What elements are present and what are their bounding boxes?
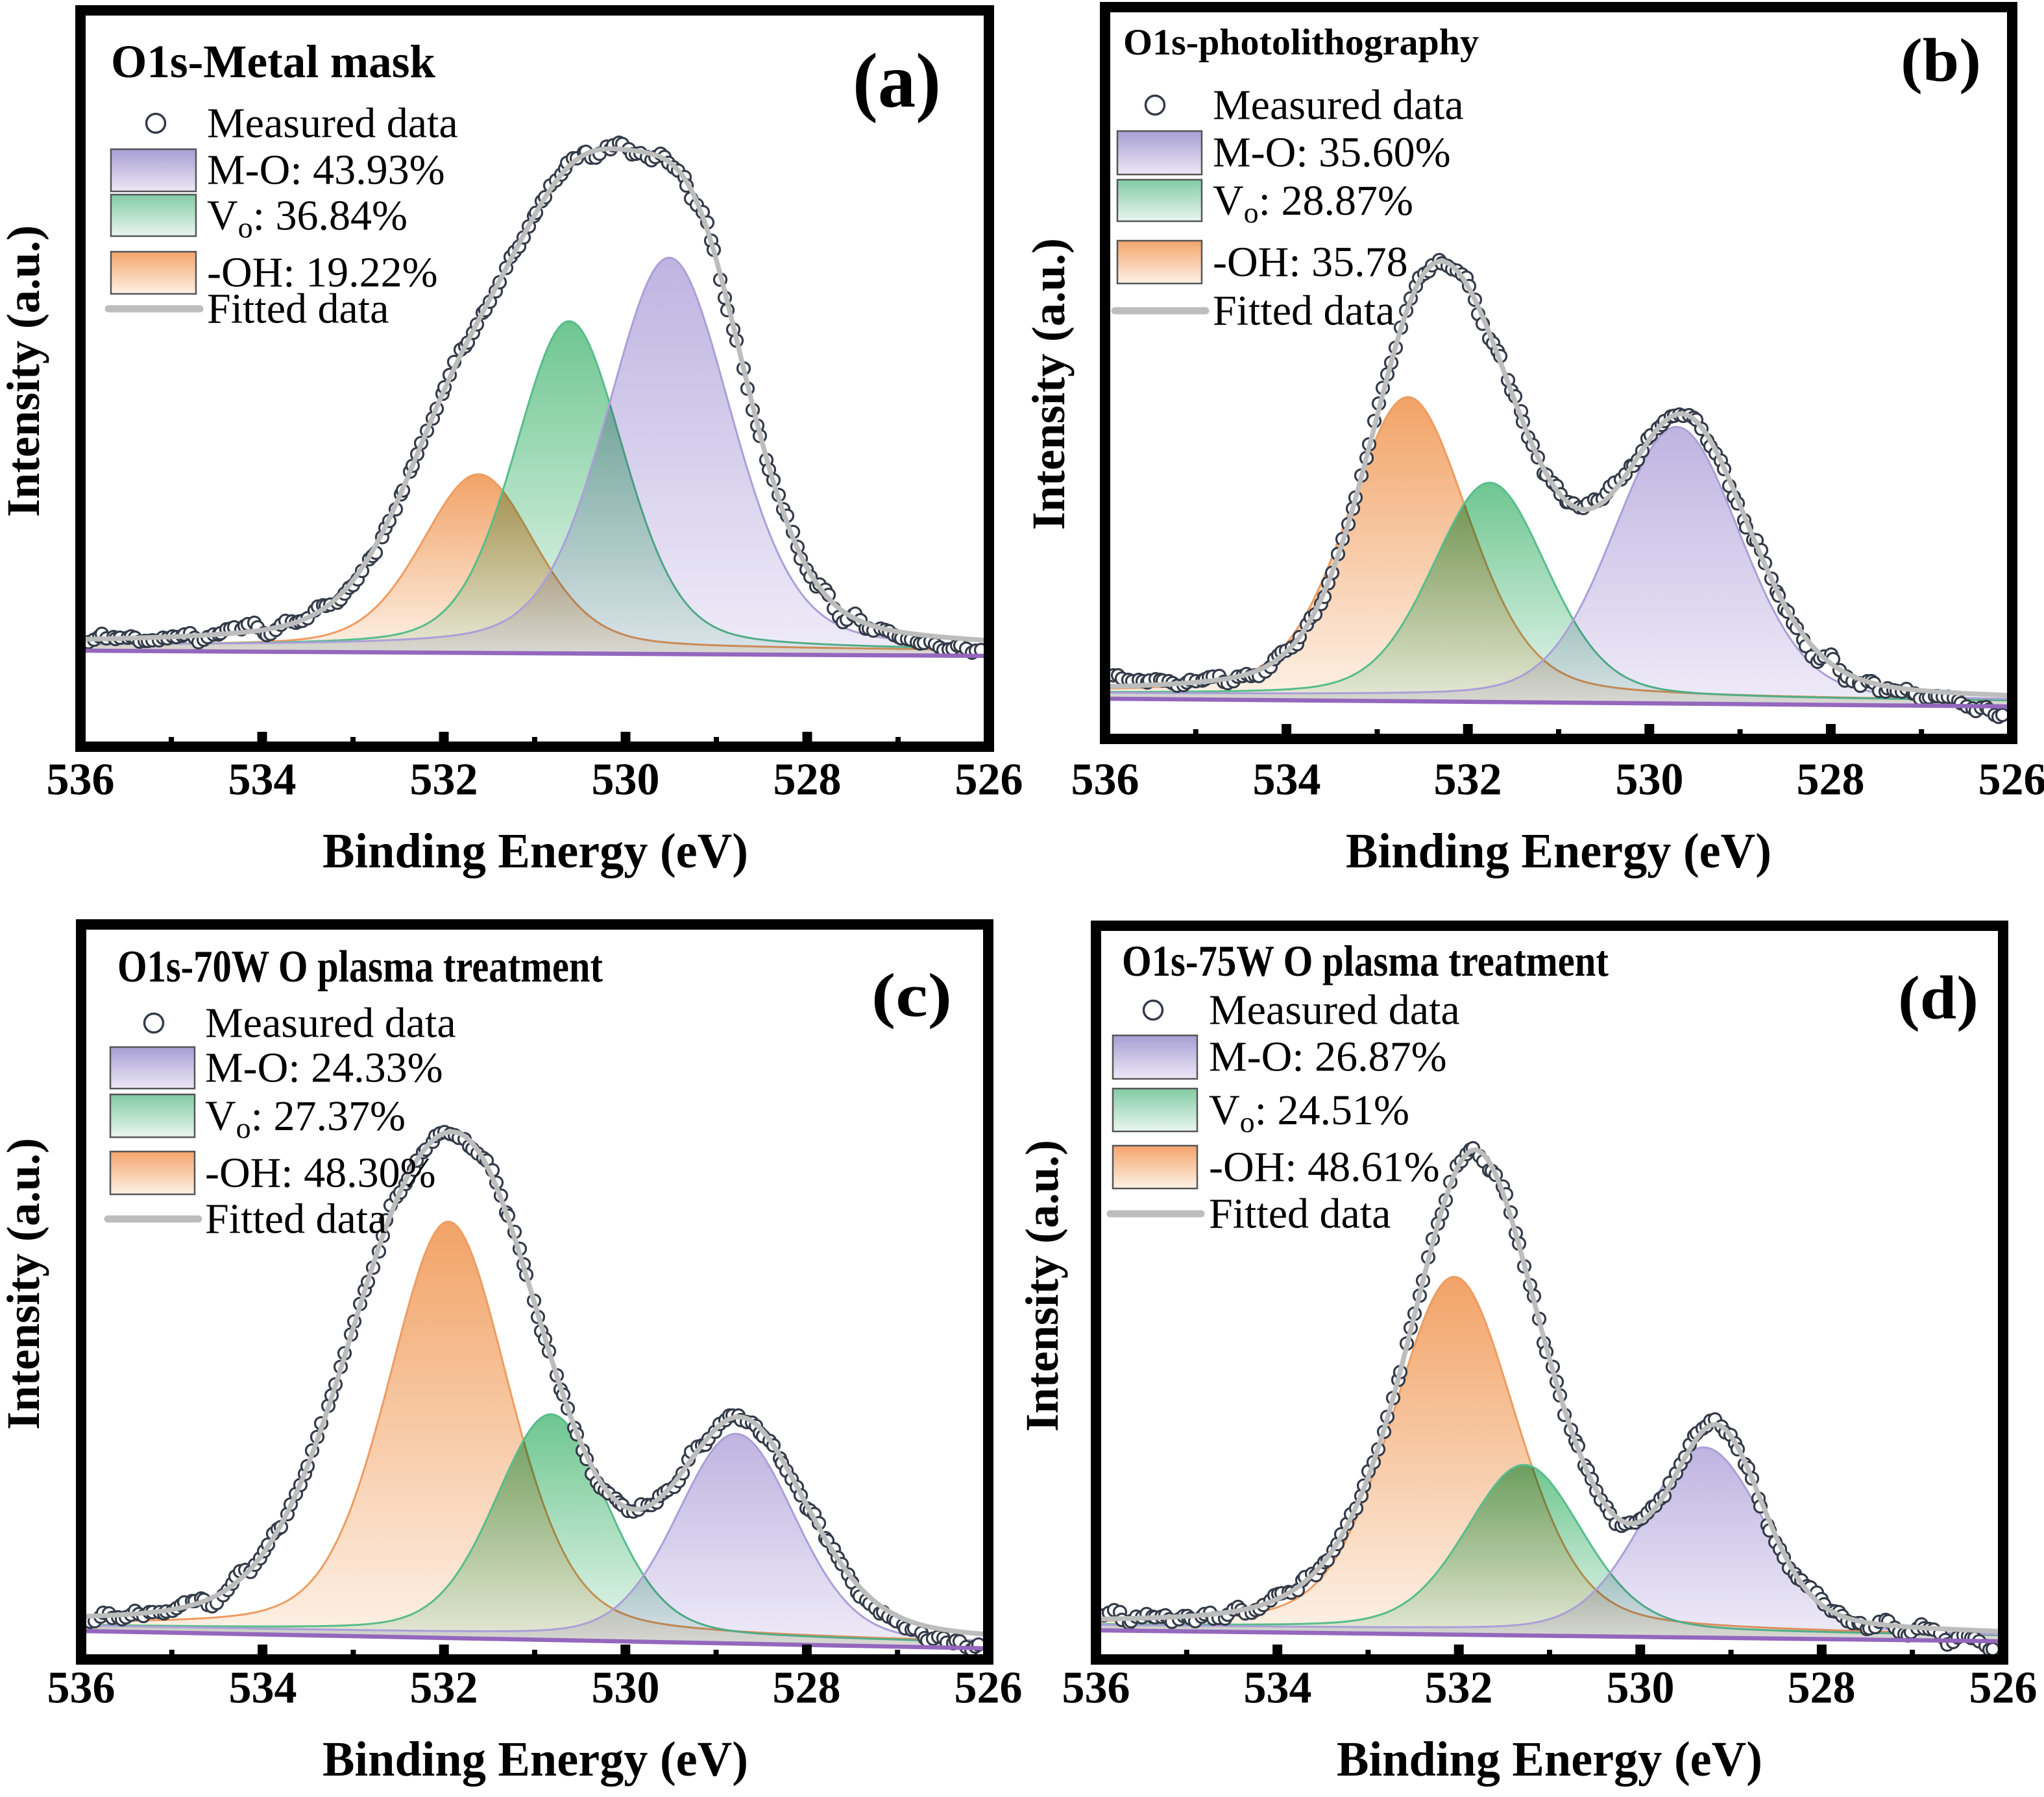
svg-text:534: 534 bbox=[229, 1663, 297, 1713]
svg-text:Measured data: Measured data bbox=[1209, 987, 1460, 1034]
svg-text:528: 528 bbox=[1788, 1663, 1856, 1713]
svg-text:Binding Energy (eV): Binding Energy (eV) bbox=[322, 1732, 748, 1787]
svg-text:528: 528 bbox=[773, 755, 842, 805]
svg-text:Fitted data: Fitted data bbox=[1209, 1190, 1391, 1238]
svg-text:-OH: 48.61%: -OH: 48.61% bbox=[1209, 1144, 1440, 1191]
svg-text:536: 536 bbox=[47, 1663, 116, 1713]
svg-text:530: 530 bbox=[1607, 1663, 1675, 1713]
svg-text:530: 530 bbox=[1616, 755, 1684, 805]
svg-text:Intensity (a.u.): Intensity (a.u.) bbox=[1016, 1140, 1068, 1432]
svg-text:O1s-photolithography: O1s-photolithography bbox=[1123, 22, 1479, 63]
svg-text:534: 534 bbox=[228, 755, 297, 805]
svg-text:(a): (a) bbox=[853, 38, 941, 124]
svg-text:Fitted data: Fitted data bbox=[1213, 287, 1394, 335]
svg-text:536: 536 bbox=[47, 755, 115, 805]
svg-text:Fitted data: Fitted data bbox=[205, 1196, 387, 1243]
svg-text:M-O: 26.87%: M-O: 26.87% bbox=[1209, 1033, 1447, 1081]
svg-text:526: 526 bbox=[955, 755, 1023, 805]
svg-text:532: 532 bbox=[410, 755, 478, 805]
svg-text:Intensity (a.u.): Intensity (a.u.) bbox=[0, 1138, 49, 1430]
svg-text:526: 526 bbox=[955, 1663, 1023, 1713]
svg-text:Binding Energy (eV): Binding Energy (eV) bbox=[1337, 1732, 1762, 1787]
svg-text:-OH: 48.30%: -OH: 48.30% bbox=[205, 1150, 436, 1197]
svg-text:Binding Energy (eV): Binding Energy (eV) bbox=[1346, 824, 1771, 878]
svg-text:528: 528 bbox=[773, 1663, 841, 1713]
svg-text:(c): (c) bbox=[871, 961, 952, 1030]
svg-text:536: 536 bbox=[1062, 1663, 1130, 1713]
svg-text:526: 526 bbox=[1969, 1663, 2038, 1713]
svg-text:Measured data: Measured data bbox=[207, 100, 458, 147]
svg-text:Binding Energy (eV): Binding Energy (eV) bbox=[322, 824, 748, 878]
svg-text:530: 530 bbox=[592, 1663, 660, 1713]
svg-text:(b): (b) bbox=[1901, 26, 1981, 95]
svg-text:M-O: 35.60%: M-O: 35.60% bbox=[1213, 129, 1451, 176]
svg-text:Vo: 27.37%: Vo: 27.37% bbox=[205, 1092, 406, 1144]
svg-text:O1s-Metal mask: O1s-Metal mask bbox=[111, 36, 435, 88]
svg-text:Vo: 36.84%: Vo: 36.84% bbox=[207, 192, 408, 244]
svg-text:Intensity (a.u.): Intensity (a.u.) bbox=[1023, 238, 1075, 530]
svg-text:Vo: 28.87%: Vo: 28.87% bbox=[1213, 177, 1413, 229]
svg-text:532: 532 bbox=[1425, 1663, 1493, 1713]
svg-text:528: 528 bbox=[1797, 755, 1865, 805]
svg-text:534: 534 bbox=[1244, 1663, 1312, 1713]
svg-text:O1s-75W O plasma treatment: O1s-75W O plasma treatment bbox=[1122, 936, 1609, 985]
svg-text:Fitted data: Fitted data bbox=[207, 285, 389, 333]
svg-text:534: 534 bbox=[1253, 755, 1321, 805]
svg-text:-OH: 35.78: -OH: 35.78 bbox=[1213, 239, 1408, 286]
svg-text:526: 526 bbox=[1978, 755, 2044, 805]
svg-text:-OH: 19.22%: -OH: 19.22% bbox=[207, 249, 438, 296]
svg-text:530: 530 bbox=[592, 755, 660, 805]
svg-text:536: 536 bbox=[1071, 755, 1139, 805]
svg-text:Intensity (a.u.): Intensity (a.u.) bbox=[0, 225, 49, 517]
svg-text:M-O: 43.93%: M-O: 43.93% bbox=[207, 147, 445, 194]
svg-text:(d): (d) bbox=[1898, 963, 1978, 1032]
svg-text:Vo: 24.51%: Vo: 24.51% bbox=[1209, 1087, 1409, 1139]
svg-text:Measured data: Measured data bbox=[205, 1000, 456, 1047]
svg-text:O1s-70W O plasma treatment: O1s-70W O plasma treatment bbox=[117, 942, 603, 992]
svg-text:532: 532 bbox=[1434, 755, 1502, 805]
svg-text:M-O: 24.33%: M-O: 24.33% bbox=[205, 1044, 443, 1092]
svg-text:Measured data: Measured data bbox=[1213, 82, 1464, 129]
svg-text:532: 532 bbox=[410, 1663, 478, 1713]
